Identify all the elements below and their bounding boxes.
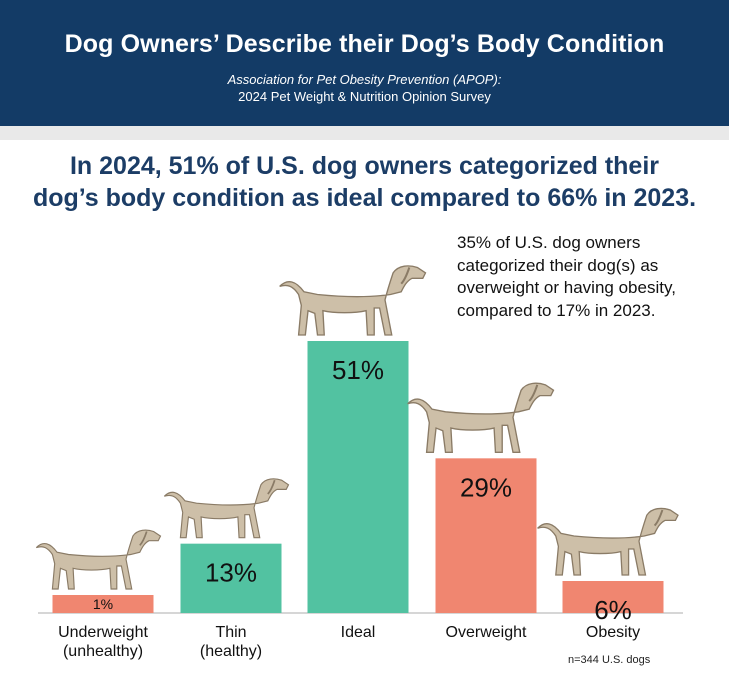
source-line: Association for Pet Obesity Prevention (… <box>227 72 502 87</box>
category-label-1-1: (healthy) <box>200 643 262 660</box>
overweight-note: 35% of U.S. dog owners categorized their… <box>457 233 676 320</box>
category-label-0-1: (unhealthy) <box>63 643 143 660</box>
overweight-dog-illustration <box>406 382 555 454</box>
bar-4 <box>562 581 664 613</box>
category-label-3-0: Overweight <box>446 624 527 641</box>
bars-layer: 1% Underweight (unhealthy) 13% Thin (healthy)… <box>35 264 679 660</box>
survey-line: 2024 Pet Weight & Nutrition Opinion Surv… <box>238 89 491 104</box>
headline-line-1: In 2024, 51% of U.S. dog owners categori… <box>69 152 660 180</box>
category-label-4-0: Obesity <box>586 624 640 641</box>
value-label-4: 6% <box>594 595 632 625</box>
category-label-2-0: Ideal <box>341 624 376 641</box>
page-title: Dog Owners’ Describe their Dog’s Body Co… <box>64 30 665 58</box>
bar-1 <box>180 543 282 613</box>
ideal-dog-illustration <box>278 264 427 337</box>
headline-line-2: dog’s body condition as ideal compared t… <box>32 184 697 212</box>
thin-dog-illustration <box>163 477 290 539</box>
value-label-3: 29% <box>460 472 512 502</box>
value-label-0: 1% <box>93 596 113 612</box>
value-label-1: 13% <box>205 558 257 588</box>
bar-2 <box>307 341 409 613</box>
underweight-dog-illustration <box>35 529 162 590</box>
value-label-2: 51% <box>332 355 384 385</box>
header-banner: Dog Owners’ Describe their Dog’s Body Co… <box>0 0 729 126</box>
category-label-1-0: Thin <box>215 624 246 641</box>
bar-3 <box>435 458 537 613</box>
category-label-0-0: Underweight <box>58 624 148 641</box>
bar-0 <box>52 595 154 613</box>
headline: In 2024, 51% of U.S. dog owners categori… <box>0 150 729 214</box>
obese-dog-illustration <box>536 507 679 576</box>
sample-size-note: n=344 U.S. dogs <box>568 654 651 666</box>
